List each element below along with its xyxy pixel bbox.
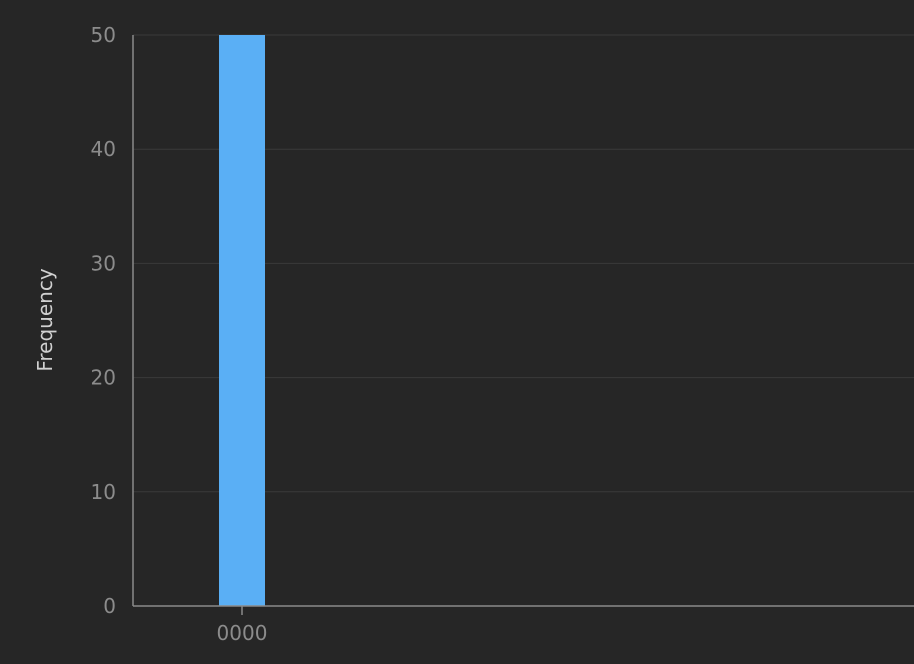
y-tick-label-50: 50 (91, 23, 116, 47)
y-tick-label-0: 0 (103, 594, 116, 618)
y-axis-title: Frequency (33, 268, 57, 371)
y-tick-label-10: 10 (91, 480, 116, 504)
x-tick-label-0000: 0000 (217, 621, 268, 645)
y-tick-label-40: 40 (91, 137, 116, 161)
y-tick-label-20: 20 (91, 366, 116, 390)
bars (219, 35, 265, 606)
bar-0000 (219, 35, 265, 606)
y-tick-label-30: 30 (91, 251, 116, 275)
x-tick-labels: 0000 (217, 621, 268, 645)
axes (132, 35, 914, 615)
y-tick-labels: 0 10 20 30 40 50 (91, 23, 116, 618)
